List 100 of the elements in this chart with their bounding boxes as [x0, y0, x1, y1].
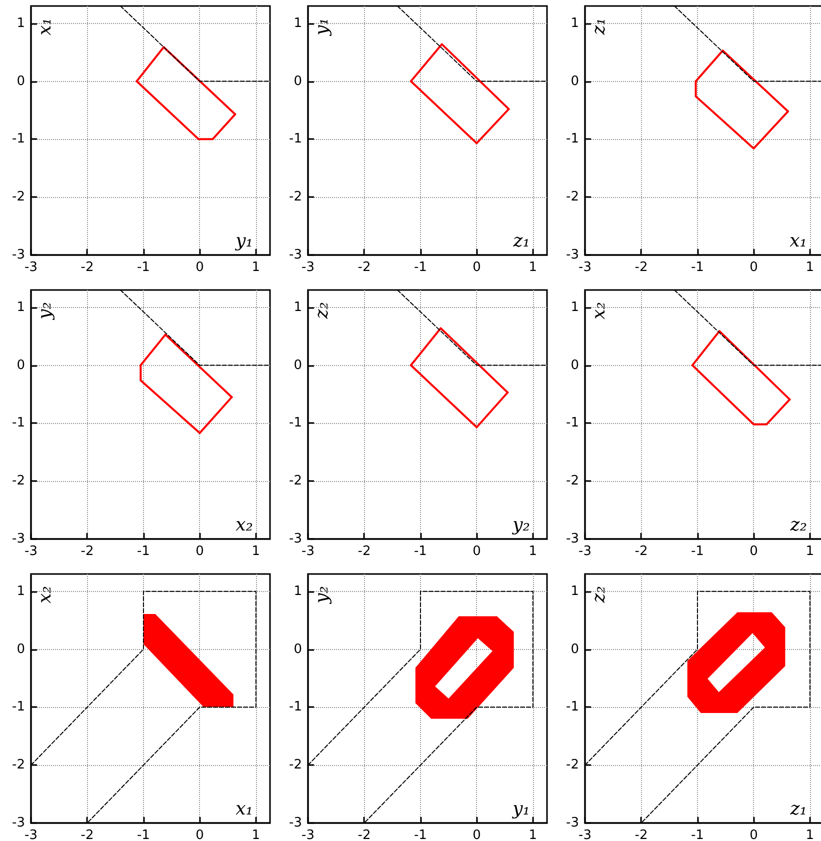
x-tick-label: -2	[634, 544, 648, 559]
x-tick-label: -1	[414, 828, 427, 841]
x-tick-label: -2	[358, 544, 371, 559]
y-tick-label: 0	[570, 74, 579, 89]
x-tick-label: -1	[690, 544, 704, 559]
y-axis-title: y₂	[34, 302, 56, 320]
x-tick-label: 1	[806, 828, 814, 841]
x-axis-title: y₂	[512, 514, 530, 536]
y-tick-label: -3	[289, 532, 302, 546]
x-tick-label: 1	[528, 828, 538, 841]
x-tick-label: -1	[690, 828, 704, 841]
y-axis-title: z₂	[312, 302, 332, 320]
y-tick-label: 1	[16, 584, 25, 599]
y-tick-label: 0	[294, 642, 302, 657]
y-axis-title: y₁	[312, 18, 332, 36]
y-axis-title: x₂	[588, 302, 610, 320]
y-tick-label: 1	[294, 300, 302, 315]
x-tick-label: 1	[806, 260, 814, 275]
y-tick-label: 1	[294, 16, 302, 31]
x-axis-title: x₁	[790, 230, 808, 252]
y-tick-label: -2	[289, 474, 302, 489]
y-tick-label: -2	[566, 758, 579, 773]
y-tick-label: -1	[289, 700, 302, 715]
x-tick-label: -2	[80, 828, 94, 841]
y-tick-label: 1	[570, 16, 579, 31]
x-tick-label: 0	[750, 828, 758, 841]
x-tick-label: 0	[472, 260, 481, 275]
x-tick-label: 1	[252, 260, 260, 275]
x-tick-label: -1	[136, 260, 150, 275]
y-tick-label: -2	[12, 758, 25, 773]
y-tick-label: -1	[566, 416, 579, 431]
y-tick-label: 0	[16, 642, 25, 657]
y-tick-label: -3	[566, 248, 579, 262]
x-axis-title: y₁	[512, 798, 530, 820]
y-tick-label: -1	[289, 416, 302, 431]
y-tick-label: 0	[294, 74, 302, 89]
x-axis-title: x₁	[236, 798, 254, 820]
y-tick-label: 1	[570, 300, 579, 315]
y-tick-label: -2	[289, 190, 302, 205]
x-axis-title: y₁	[234, 230, 254, 252]
y-tick-label: -3	[566, 816, 579, 830]
x-tick-label: -1	[414, 260, 427, 275]
y-tick-label: -3	[12, 816, 25, 830]
x-tick-label: -2	[358, 260, 371, 275]
x-tick-label: -3	[24, 828, 38, 841]
y-tick-label: -2	[12, 474, 25, 489]
x-tick-label: 0	[472, 828, 481, 841]
y-axis-title: y₂	[312, 586, 332, 604]
y-tick-label: 0	[294, 358, 302, 373]
y-tick-label: 1	[294, 584, 302, 599]
x-tick-label: 0	[750, 544, 758, 559]
x-tick-label: 0	[196, 260, 204, 275]
x-tick-label: -1	[136, 828, 150, 841]
y-tick-label: -2	[289, 758, 302, 773]
x-tick-label: 1	[528, 260, 538, 275]
x-tick-label: -3	[302, 828, 314, 841]
y-axis-title: z₁	[588, 18, 610, 36]
y-tick-label: 1	[16, 16, 25, 31]
x-tick-label: 0	[196, 828, 204, 841]
y-tick-label: -3	[289, 248, 302, 262]
x-tick-label: -1	[136, 544, 150, 559]
x-tick-label: -1	[414, 544, 427, 559]
x-tick-label: -2	[634, 260, 648, 275]
x-tick-label: -2	[358, 828, 371, 841]
y-tick-label: -3	[12, 532, 25, 546]
x-tick-label: 0	[750, 260, 758, 275]
x-tick-label: -1	[690, 260, 704, 275]
y-tick-label: 0	[16, 74, 25, 89]
x-tick-label: 0	[472, 544, 481, 559]
y-tick-label: -1	[12, 132, 25, 147]
y-tick-label: -1	[12, 700, 25, 715]
x-axis-title: x₂	[236, 514, 254, 536]
x-axis-title: z₂	[789, 514, 808, 536]
x-tick-label: -2	[80, 260, 94, 275]
x-tick-label: 1	[528, 544, 538, 559]
y-tick-label: -3	[566, 532, 579, 546]
y-tick-label: -1	[566, 132, 579, 147]
y-axis-title: x₂	[34, 586, 56, 604]
y-tick-label: -3	[289, 816, 302, 830]
y-tick-label: -1	[566, 700, 579, 715]
y-tick-label: -3	[12, 248, 25, 262]
x-tick-label: 1	[252, 828, 260, 841]
y-tick-label: -2	[12, 190, 25, 205]
x-tick-label: -2	[80, 544, 94, 559]
y-tick-label: 0	[16, 358, 25, 373]
x-tick-label: -3	[578, 828, 592, 841]
x-tick-label: 1	[806, 544, 814, 559]
y-tick-label: 0	[570, 358, 579, 373]
y-tick-label: -2	[566, 474, 579, 489]
y-tick-label: -1	[289, 132, 302, 147]
x-tick-label: 1	[252, 544, 260, 559]
y-tick-label: 1	[16, 300, 25, 315]
y-tick-label: 0	[570, 642, 579, 657]
x-axis-title: z₁	[512, 230, 530, 252]
y-axis-title: x₁	[34, 18, 56, 36]
x-axis-title: z₁	[789, 798, 808, 820]
y-tick-label: 1	[570, 584, 579, 599]
y-axis-title: z₂	[588, 586, 610, 604]
x-tick-label: 0	[196, 544, 204, 559]
y-tick-label: -2	[566, 190, 579, 205]
